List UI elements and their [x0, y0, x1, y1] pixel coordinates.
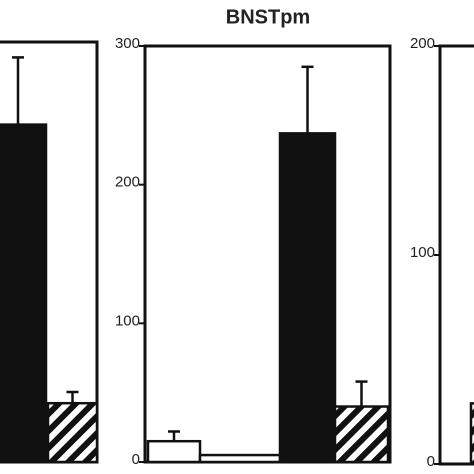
- y-tick-label: 200: [115, 174, 140, 191]
- panel-frame: [438, 44, 474, 466]
- y-tick-label: 100: [115, 312, 140, 329]
- bar: [333, 405, 390, 464]
- bar: [469, 402, 474, 466]
- bar: [278, 132, 337, 464]
- y-tick-label: 200: [410, 35, 435, 52]
- bar: [146, 439, 202, 464]
- panel-title: BNSTpm: [226, 6, 310, 28]
- panel-frame: [143, 44, 392, 464]
- y-tick-label: 0: [427, 453, 435, 470]
- bar: [0, 123, 48, 464]
- y-tick-label: 100: [410, 244, 435, 261]
- bar: [198, 453, 282, 464]
- bar: [46, 401, 99, 464]
- y-tick-label: 0: [132, 451, 140, 468]
- y-tick-label: 300: [115, 35, 140, 52]
